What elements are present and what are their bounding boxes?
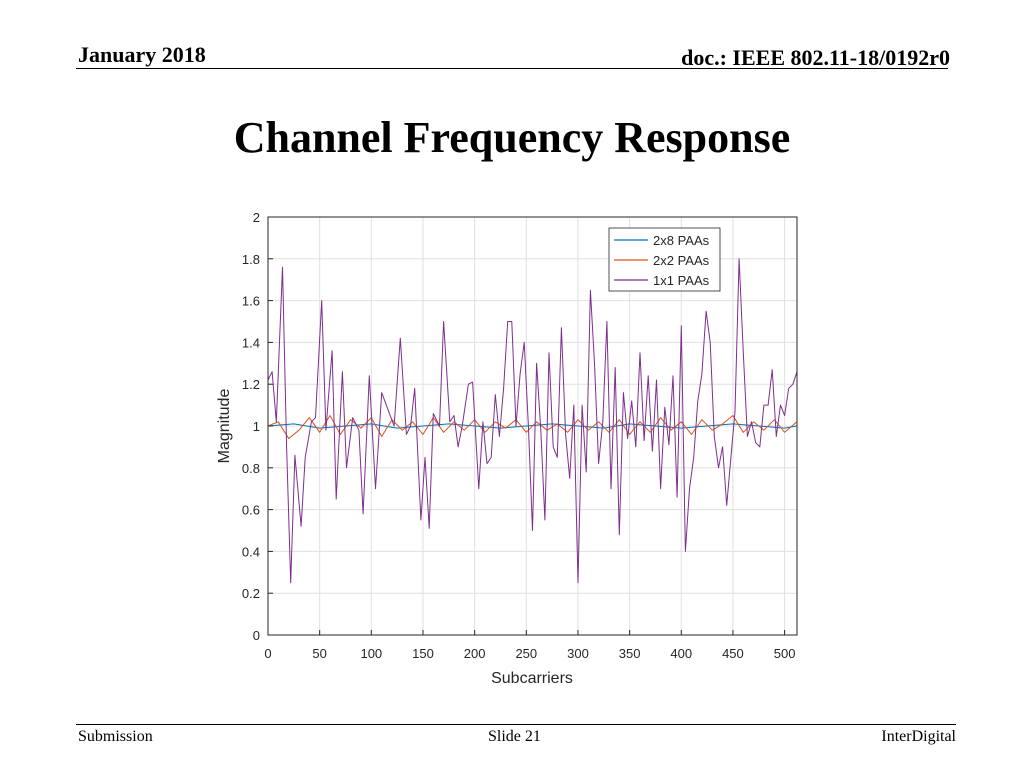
x-tick-label: 100	[360, 646, 382, 661]
y-tick-label: 1.6	[242, 294, 260, 309]
header-rule	[76, 68, 948, 69]
y-axis-label: Magnitude	[216, 389, 233, 464]
legend: 2x8 PAAs 2x2 PAAs 1x1 PAAs	[608, 227, 721, 292]
x-tick-label: 450	[722, 646, 744, 661]
x-tick-label: 350	[619, 646, 641, 661]
footer-company: InterDigital	[881, 728, 956, 745]
y-tick-label: 0.4	[242, 544, 260, 559]
legend-label: 1x1 PAAs	[653, 273, 710, 288]
x-tick-label: 500	[774, 646, 796, 661]
header-date: January 2018	[78, 42, 206, 67]
y-tick-label: 1.4	[242, 335, 260, 350]
x-tick-labels: 0 50 100 150 200 250 300 350 400 450 500	[264, 630, 795, 661]
x-axis-label: Subcarriers	[491, 670, 573, 687]
x-tick-label: 200	[464, 646, 486, 661]
x-tick-label: 300	[567, 646, 589, 661]
y-tick-label: 1.2	[242, 377, 260, 392]
y-tick-label: 0.2	[242, 586, 260, 601]
legend-label: 2x2 PAAs	[653, 253, 710, 268]
y-tick-labels: 0 0.2 0.4 0.6 0.8 1 1.2 1.4 1.6 1.8 2	[242, 210, 273, 643]
series-lines	[267, 258, 798, 584]
y-tick-label: 0.8	[242, 461, 260, 476]
x-tick-label: 50	[312, 646, 326, 661]
x-tick-label: 150	[412, 646, 434, 661]
y-tick-label: 2	[253, 210, 260, 225]
legend-label: 2x8 PAAs	[653, 233, 710, 248]
footer-rule	[76, 724, 956, 725]
legend-items: 2x8 PAAs 2x2 PAAs 1x1 PAAs	[614, 233, 710, 288]
y-tick-label: 1.8	[242, 252, 260, 267]
x-tick-label: 400	[670, 646, 692, 661]
series-line-1x1-paas	[267, 258, 798, 584]
header-doc-id: doc.: IEEE 802.11-18/0192r0	[681, 45, 950, 70]
footer-submission: Submission	[78, 728, 153, 745]
y-tick-label: 1	[253, 419, 260, 434]
y-tick-label: 0	[253, 628, 260, 643]
x-tick-label: 250	[515, 646, 537, 661]
y-tick-label: 0.6	[242, 503, 260, 518]
slide-title: Channel Frequency Response	[233, 113, 791, 162]
footer-slide-number: Slide 21	[488, 728, 541, 745]
x-tick-label: 0	[264, 646, 271, 661]
